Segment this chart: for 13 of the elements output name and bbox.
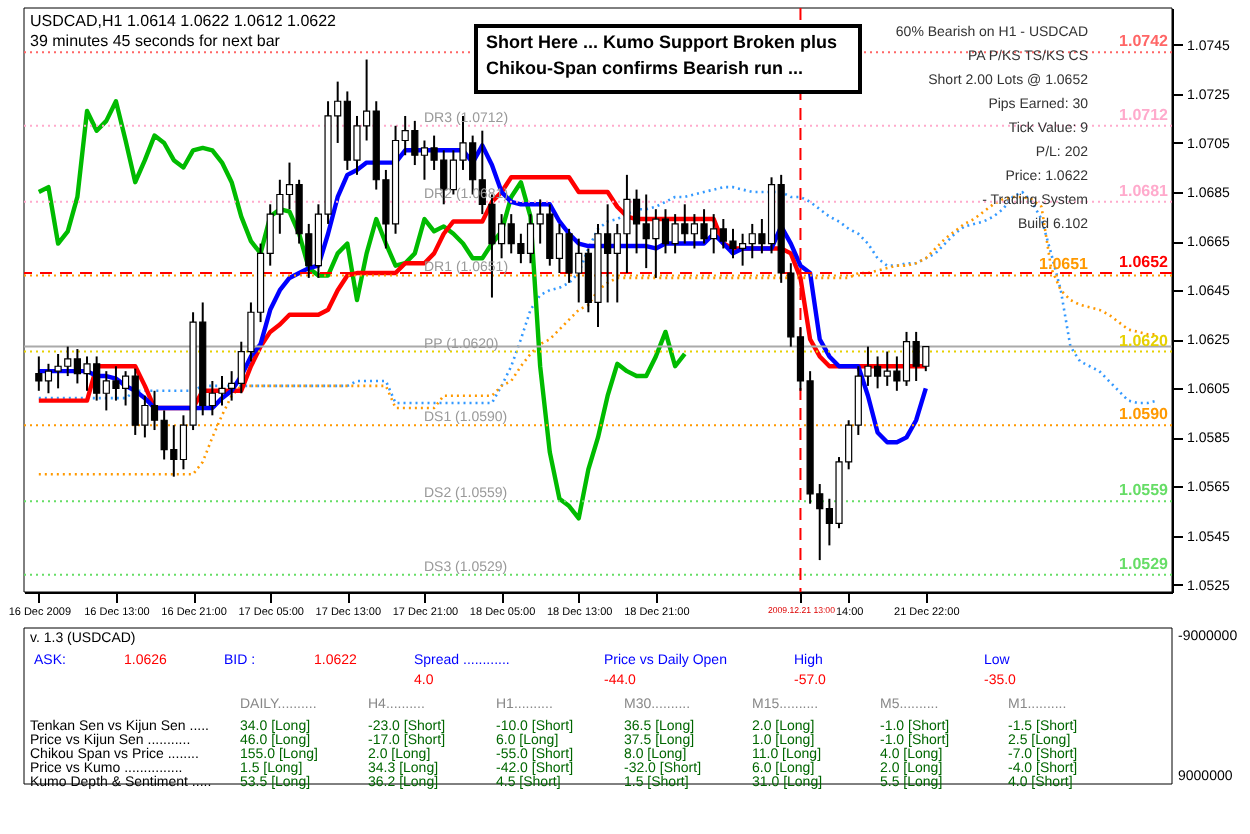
- ref-line-label: 1.0559: [1119, 481, 1170, 500]
- ref-line-label: 1.0590: [1119, 405, 1170, 424]
- ref-line-label: 1.0712: [1119, 105, 1170, 124]
- annotation: Short Here ... Kumo Support Broken plus Chikou-Span confirms Bearish run ...: [486, 32, 838, 78]
- text: 39 minutes 45 seconds for next bar: [30, 32, 281, 50]
- line-series: [36, 99, 687, 521]
- ref-line-label: 1.0651: [1039, 255, 1090, 274]
- ref-line-label: 1.0620: [1119, 331, 1170, 350]
- ref-line-label: 1.0681: [1119, 181, 1170, 200]
- ref-line-label: 1.0529: [1119, 554, 1170, 573]
- ref-line-label: 1.0742: [1119, 32, 1170, 51]
- chart-title: USDCAD,H1 1.0614 1.0622 1.0612 1.0622: [30, 12, 338, 30]
- ref-line-label: 1.0652: [1119, 253, 1170, 272]
